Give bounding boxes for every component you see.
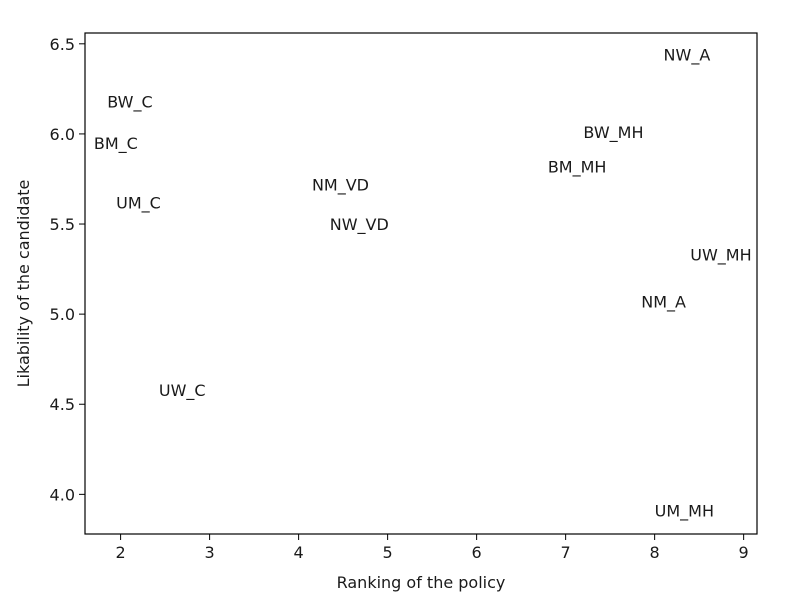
point-label-nm-vd: NM_VD: [312, 175, 369, 195]
x-tick-label: 7: [561, 543, 571, 562]
point-label-bw-mh: BW_MH: [583, 123, 643, 143]
x-tick-label: 3: [205, 543, 215, 562]
y-tick-label: 5.5: [50, 215, 75, 234]
x-tick-label: 8: [650, 543, 660, 562]
x-tick-label: 5: [383, 543, 393, 562]
point-label-nw-vd: NW_VD: [330, 215, 389, 235]
point-label-um-mh: UM_MH: [655, 502, 714, 522]
x-tick-label: 6: [472, 543, 482, 562]
y-tick-label: 4.5: [50, 395, 75, 414]
x-tick-label: 2: [116, 543, 126, 562]
point-label-bm-mh: BM_MH: [548, 157, 607, 177]
point-label-uw-mh: UW_MH: [690, 246, 751, 266]
y-axis-label: Likability of the candidate: [14, 180, 33, 388]
point-label-um-c: UM_C: [116, 193, 161, 213]
point-label-nm-a: NM_A: [641, 293, 686, 313]
x-tick-label: 9: [739, 543, 749, 562]
point-label-bm-c: BM_C: [94, 134, 138, 154]
point-label-bw-c: BW_C: [107, 92, 152, 112]
point-label-nw-a: NW_A: [664, 46, 711, 66]
y-tick-label: 6.5: [50, 35, 75, 54]
y-tick-label: 6.0: [50, 125, 75, 144]
x-axis-label: Ranking of the policy: [337, 573, 506, 592]
x-tick-label: 4: [294, 543, 304, 562]
point-label-uw-c: UW_C: [159, 381, 206, 401]
y-tick-label: 5.0: [50, 305, 75, 324]
y-tick-label: 4.0: [50, 485, 75, 504]
plot-frame: [84, 32, 758, 535]
